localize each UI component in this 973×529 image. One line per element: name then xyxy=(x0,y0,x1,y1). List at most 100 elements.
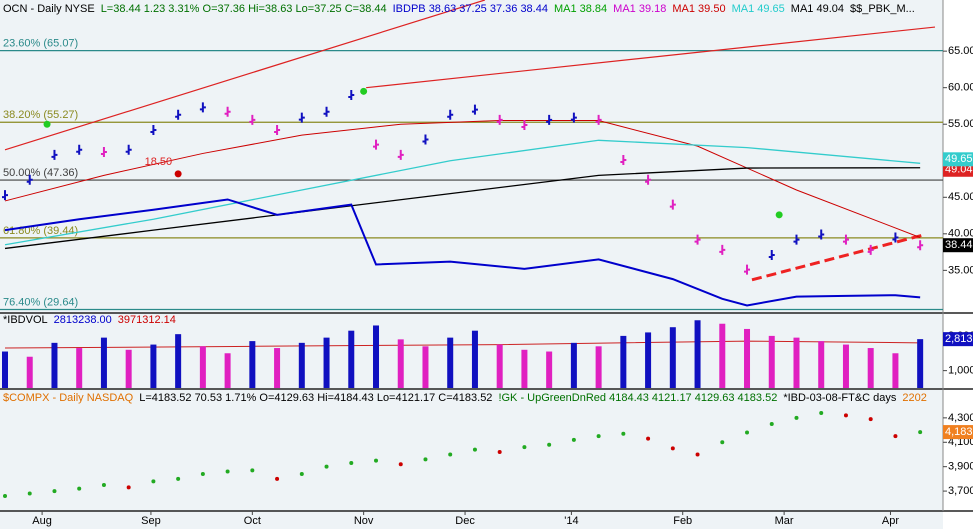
volume-bar xyxy=(249,341,256,388)
volume-bar xyxy=(892,353,899,388)
price-bar xyxy=(2,190,8,201)
value-box xyxy=(943,238,973,253)
y-tick-label: 4,300 xyxy=(948,412,973,424)
volume-bar xyxy=(100,337,107,388)
annotation: 18.50 xyxy=(145,156,173,168)
volume-bar xyxy=(298,342,305,388)
header-segment: 2813238.00 xyxy=(54,314,112,326)
volume-bar xyxy=(669,327,676,388)
index-dot xyxy=(621,431,626,436)
price-bar xyxy=(76,144,83,155)
volume-bar xyxy=(348,330,355,388)
index-dot xyxy=(200,472,205,477)
price-bar xyxy=(719,244,726,255)
volume-bar xyxy=(496,344,503,388)
index-dot xyxy=(324,464,329,469)
volume-bar xyxy=(422,346,429,388)
price-bar xyxy=(768,250,775,261)
price-bar xyxy=(224,106,231,117)
price-bar xyxy=(100,146,107,157)
volume-bar xyxy=(521,349,528,388)
price-bar xyxy=(175,109,182,120)
y-tick-label: 35.00 xyxy=(948,264,973,276)
index-dot xyxy=(547,442,552,447)
price-bar xyxy=(546,114,553,125)
x-tick-label: Dec xyxy=(455,515,475,527)
value-box-label: 49.65 xyxy=(945,153,973,165)
index-dot xyxy=(893,434,898,439)
header-segment: *IBD-03-08-FT&C days xyxy=(783,392,897,404)
price-bar xyxy=(694,234,701,245)
value-box xyxy=(943,152,973,167)
volume-bar xyxy=(224,353,231,388)
x-tick-label: Aug xyxy=(32,515,52,527)
header-segment: *IBDVOL xyxy=(3,314,48,326)
index-dot xyxy=(374,458,379,463)
volume-bar xyxy=(546,351,553,388)
price-bar xyxy=(496,114,503,125)
index-dot xyxy=(745,430,750,435)
indicator-line xyxy=(4,139,921,246)
y-tick-label: 4,100 xyxy=(948,436,973,448)
volume-bar xyxy=(867,348,874,388)
price-bar xyxy=(125,144,132,155)
price-bar xyxy=(199,102,206,113)
signal-dot xyxy=(775,211,783,219)
volume-bar xyxy=(570,342,577,388)
signal-dot xyxy=(43,120,51,128)
volume-bar xyxy=(199,346,206,388)
header-segment: !GK - UpGreenDnRed 4184.43 4121.17 4129.… xyxy=(498,392,777,404)
header-segment: MA1 49.04 xyxy=(791,3,844,15)
price-bar xyxy=(744,264,751,275)
volume-bar xyxy=(694,320,701,388)
axis-background xyxy=(943,0,973,529)
value-box-label: 49.04 xyxy=(945,164,973,176)
fib-label: 50.00% (47.36) xyxy=(3,167,78,179)
price-bar xyxy=(422,134,429,145)
x-tick-label: Feb xyxy=(673,515,692,527)
fib-label: 38.20% (55.27) xyxy=(3,109,78,121)
price-bar xyxy=(595,114,602,125)
index-dot xyxy=(398,462,403,467)
volume-bar xyxy=(175,334,182,388)
index-dot xyxy=(225,469,230,474)
index-dot xyxy=(101,482,106,487)
index-dot xyxy=(794,415,799,420)
x-tick-label: '14 xyxy=(564,515,578,527)
header-segment: $COMPX - Daily NASDAQ xyxy=(3,392,134,404)
price-bar xyxy=(793,234,800,245)
price-bar xyxy=(26,174,33,185)
x-tick-label: Nov xyxy=(354,515,374,527)
price-bar xyxy=(397,149,404,160)
value-box-label: 38.44 xyxy=(945,239,973,251)
value-box-label: 2,813 xyxy=(945,333,973,345)
volume-bar xyxy=(744,328,751,388)
price-bar xyxy=(521,119,528,130)
index-dot xyxy=(472,447,477,452)
index-dot xyxy=(843,413,848,418)
header-segment: $$_PBK_M... xyxy=(850,3,915,15)
index-dot xyxy=(3,493,7,498)
signal-dot xyxy=(174,170,182,178)
indicator-line xyxy=(4,167,921,250)
trendline xyxy=(366,26,936,89)
header-segment: MA1 49.65 xyxy=(732,3,785,15)
price-bar xyxy=(249,114,256,125)
x-tick-label: Oct xyxy=(244,515,261,527)
price-bar xyxy=(51,149,58,160)
y-tick-label: 3,700 xyxy=(948,485,973,497)
price-bar xyxy=(917,240,924,251)
price-bar xyxy=(842,234,849,245)
price-bar xyxy=(645,174,652,185)
price-bar xyxy=(298,112,305,123)
index-dot xyxy=(670,446,675,451)
value-box-label: 4,183 xyxy=(945,426,973,438)
index-dot xyxy=(126,485,131,490)
y-tick-label: 40.00 xyxy=(948,228,973,240)
price-bar xyxy=(570,112,577,123)
header-segment: 2202 xyxy=(902,392,926,404)
index-dot xyxy=(299,472,304,477)
volume-bar xyxy=(125,349,132,388)
index-dot xyxy=(52,489,57,494)
